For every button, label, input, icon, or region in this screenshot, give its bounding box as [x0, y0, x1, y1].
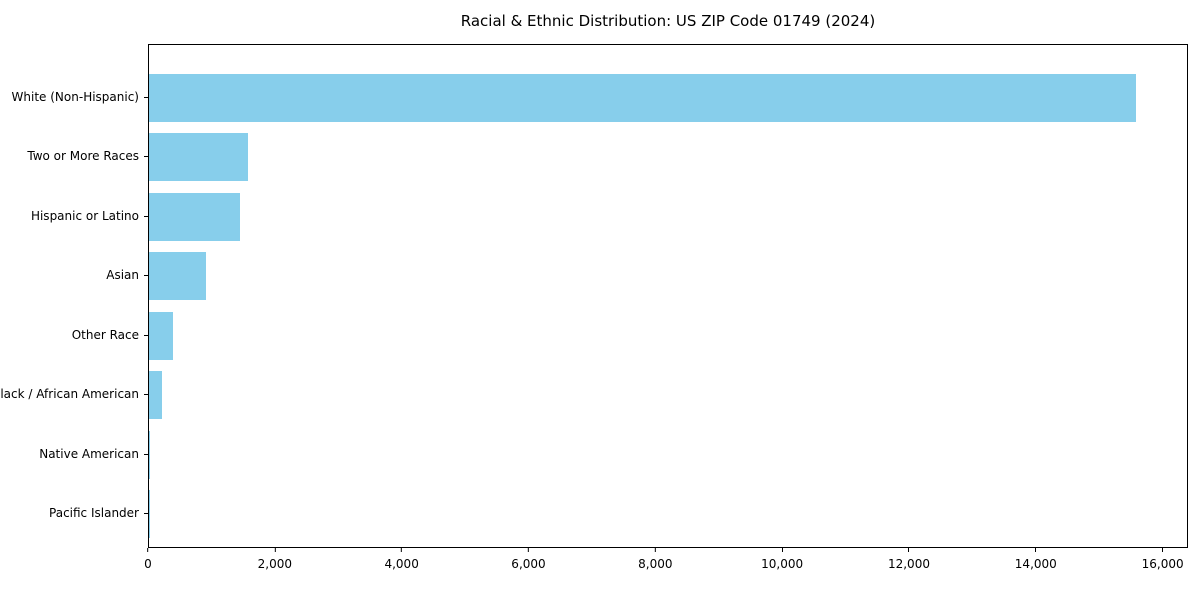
y-tick: Black / African American: [0, 365, 148, 425]
y-tick-mark: [144, 96, 148, 98]
y-tick: Hispanic or Latino: [0, 186, 148, 246]
x-tick-label: 0: [144, 557, 152, 571]
bar-row: [149, 187, 1187, 247]
y-tick: Pacific Islander: [0, 484, 148, 544]
x-tick-mark: [1162, 548, 1164, 552]
x-tick: 8,000: [638, 548, 672, 571]
bar: [149, 192, 240, 241]
y-tick-label: Native American: [39, 446, 139, 461]
bar-row: [149, 425, 1187, 485]
y-tick: Two or More Races: [0, 127, 148, 187]
y-tick-mark: [144, 156, 148, 158]
y-tick-label: Pacific Islander: [49, 506, 139, 521]
bar: [149, 311, 174, 360]
bar-row: [149, 68, 1187, 128]
y-tick-label: Asian: [106, 268, 139, 283]
bar-row: [149, 247, 1187, 307]
y-tick: Asian: [0, 246, 148, 306]
bar-row: [149, 306, 1187, 366]
y-tick-mark: [144, 215, 148, 217]
x-tick: 10,000: [761, 548, 803, 571]
y-tick-label: Black / African American: [0, 387, 139, 402]
y-tick-mark: [144, 453, 148, 455]
x-tick-mark: [401, 548, 403, 552]
bar: [149, 371, 162, 420]
y-tick-label: Other Race: [71, 327, 139, 342]
x-tick: 16,000: [1142, 548, 1184, 571]
x-tick: 0: [144, 548, 152, 571]
bar: [149, 73, 1136, 122]
bar-row: [149, 128, 1187, 188]
plot-area: [148, 44, 1188, 548]
y-tick-label: White (Non-Hispanic): [11, 89, 139, 104]
bar-row: [149, 366, 1187, 426]
y-tick-mark: [144, 394, 148, 396]
x-tick: 2,000: [258, 548, 292, 571]
y-tick-mark: [144, 513, 148, 515]
y-tick-mark: [144, 334, 148, 336]
x-tick-mark: [654, 548, 656, 552]
x-tick-label: 8,000: [638, 557, 673, 571]
x-tick-label: 14,000: [1014, 557, 1057, 571]
y-tick: Other Race: [0, 305, 148, 365]
x-tick-mark: [781, 548, 783, 552]
y-tick: White (Non-Hispanic): [0, 67, 148, 127]
x-tick-label: 6,000: [511, 557, 546, 571]
y-axis-labels: White (Non-Hispanic) Two or More Races His…: [0, 44, 148, 571]
x-tick: 4,000: [384, 548, 419, 571]
bar-row: [149, 485, 1187, 545]
x-tick-label: 16,000: [1141, 557, 1184, 571]
x-tick-label: 12,000: [887, 557, 930, 571]
bar: [149, 133, 248, 182]
x-tick: 12,000: [888, 548, 930, 571]
y-tick-mark: [144, 275, 148, 277]
bar: [149, 430, 150, 479]
y-tick-label: Two or More Races: [27, 149, 139, 164]
x-tick-mark: [527, 548, 529, 552]
x-tick-mark: [908, 548, 910, 552]
x-tick-mark: [1035, 548, 1037, 552]
x-tick: 6,000: [511, 548, 546, 571]
x-tick-label: 4,000: [384, 557, 419, 571]
bar: [149, 252, 206, 301]
chart-title: Racial & Ethnic Distribution: US ZIP Cod…: [460, 12, 876, 30]
x-tick: 14,000: [1015, 548, 1057, 571]
y-tick-label: Hispanic or Latino: [30, 208, 139, 223]
x-tick-label: 2,000: [257, 557, 293, 571]
x-axis: 0 2,000 4,000 6,000 8,000 10,000 12,000 14,000 1…: [144, 548, 1188, 588]
x-tick-mark: [147, 548, 149, 552]
x-tick-mark: [274, 548, 276, 552]
x-tick-label: 10,000: [761, 557, 804, 571]
y-tick: Native American: [0, 424, 148, 484]
